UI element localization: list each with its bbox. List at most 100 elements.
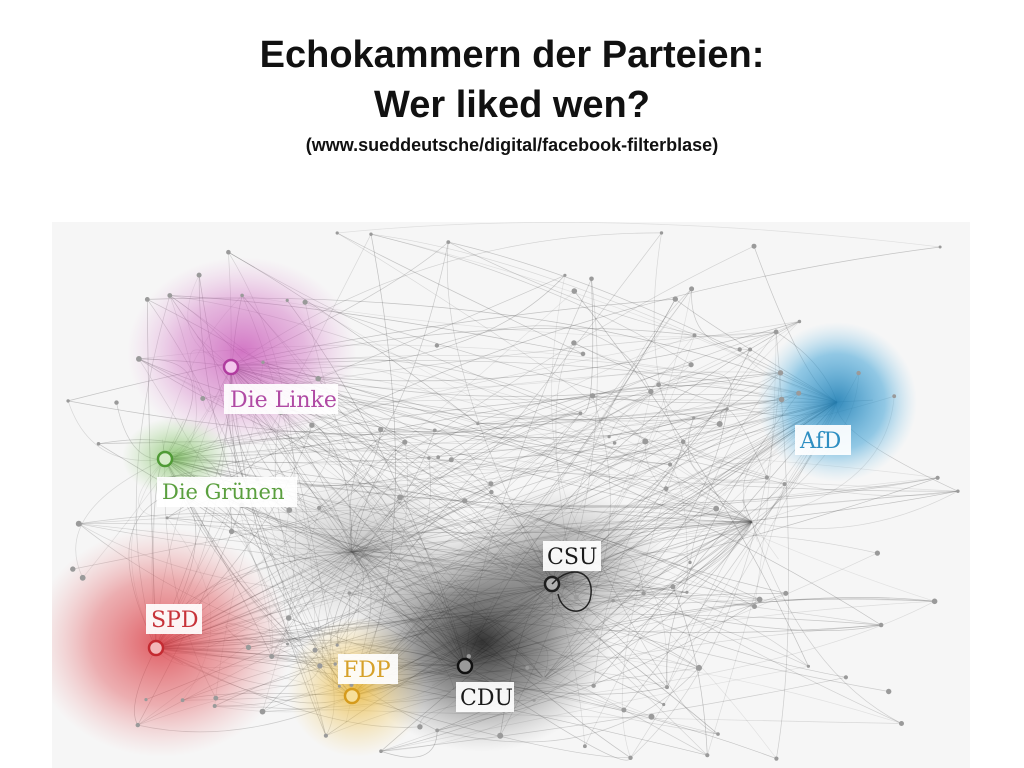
edge xyxy=(464,321,800,502)
minor-node xyxy=(607,435,611,439)
minor-node xyxy=(286,642,289,646)
minor-node xyxy=(240,293,244,298)
edge xyxy=(451,414,646,461)
edge xyxy=(580,278,594,415)
minor-node xyxy=(621,707,627,713)
edge xyxy=(574,290,809,667)
minor-node xyxy=(165,516,169,520)
minor-node xyxy=(662,702,666,707)
source-url: (www.sueddeutsche/digital/facebook-filte… xyxy=(305,135,719,155)
minor-node xyxy=(773,329,779,335)
edge xyxy=(584,562,691,747)
edge xyxy=(477,399,782,425)
minor-node xyxy=(489,489,494,495)
edge xyxy=(751,521,779,559)
minor-node xyxy=(417,724,423,730)
edge xyxy=(304,301,720,425)
minor-node xyxy=(806,664,811,668)
label-afd-text: AfD xyxy=(799,429,841,454)
minor-node xyxy=(899,721,904,726)
minor-node xyxy=(774,756,779,761)
edge xyxy=(337,232,584,355)
edge xyxy=(164,449,753,523)
minor-node xyxy=(259,708,266,715)
edge xyxy=(477,423,753,523)
minor-node xyxy=(378,426,384,433)
label-linke-text: Die Linke xyxy=(230,388,337,413)
minor-node xyxy=(856,370,861,376)
minor-node xyxy=(874,550,881,556)
minor-node xyxy=(347,591,352,595)
minor-node xyxy=(448,457,454,463)
minor-node xyxy=(725,407,729,411)
cluster-halo-mid xyxy=(252,472,472,632)
edge xyxy=(166,246,941,519)
edge xyxy=(644,441,753,523)
minor-node xyxy=(573,594,579,600)
minor-node xyxy=(497,732,504,739)
minor-node xyxy=(79,574,86,581)
edge xyxy=(751,521,902,724)
minor-node xyxy=(611,599,615,603)
edge xyxy=(164,458,958,492)
minor-node xyxy=(476,422,480,426)
edge xyxy=(719,407,768,478)
minor-node xyxy=(135,722,140,728)
minor-node xyxy=(628,755,633,760)
minor-node xyxy=(692,416,696,420)
edge xyxy=(666,521,753,688)
edge xyxy=(370,233,838,403)
edge xyxy=(370,233,692,365)
minor-node xyxy=(167,293,173,298)
minor-node xyxy=(436,455,441,460)
label-gruene: Die Grünen xyxy=(157,477,297,507)
minor-node xyxy=(286,507,293,513)
minor-node xyxy=(285,298,289,302)
minor-node xyxy=(196,272,202,278)
edge xyxy=(160,372,781,480)
edge xyxy=(436,325,652,392)
minor-node xyxy=(642,438,649,445)
csu-loop-edge xyxy=(551,571,592,612)
minor-node xyxy=(751,243,757,249)
edge xyxy=(438,385,782,458)
minor-node xyxy=(466,654,471,659)
minor-node xyxy=(659,231,664,235)
label-fdp-text: FDP xyxy=(343,658,391,683)
minor-node xyxy=(878,622,884,628)
minor-node xyxy=(317,663,323,669)
minor-node xyxy=(261,360,265,364)
minor-node xyxy=(450,689,457,696)
minor-node xyxy=(843,675,849,680)
edge xyxy=(534,600,935,701)
minor-node xyxy=(245,644,252,651)
party-node-cdu xyxy=(456,657,474,675)
minor-node xyxy=(663,486,669,492)
minor-node xyxy=(315,375,322,382)
edge xyxy=(686,521,753,593)
minor-node xyxy=(580,351,586,357)
edge xyxy=(669,464,688,593)
label-cdu-text: CDU xyxy=(460,686,513,711)
minor-node xyxy=(75,520,82,527)
minor-node xyxy=(507,565,512,570)
edge xyxy=(653,232,753,523)
edge xyxy=(723,321,800,410)
minor-node xyxy=(696,664,702,671)
minor-node xyxy=(591,683,596,688)
minor-node xyxy=(525,665,530,670)
minor-node xyxy=(931,598,938,605)
minor-node-layer xyxy=(66,231,960,761)
minor-node xyxy=(886,688,892,695)
label-afd: AfD xyxy=(795,425,851,455)
minor-node xyxy=(144,297,150,302)
label-linke: Die Linke xyxy=(224,384,338,414)
minor-node xyxy=(782,482,787,487)
label-cdu: CDU xyxy=(456,682,514,712)
minor-node xyxy=(648,388,654,395)
minor-node xyxy=(777,370,784,376)
minor-node xyxy=(748,347,753,352)
minor-node xyxy=(752,604,757,609)
minor-node xyxy=(544,678,547,681)
minor-node xyxy=(716,421,723,427)
